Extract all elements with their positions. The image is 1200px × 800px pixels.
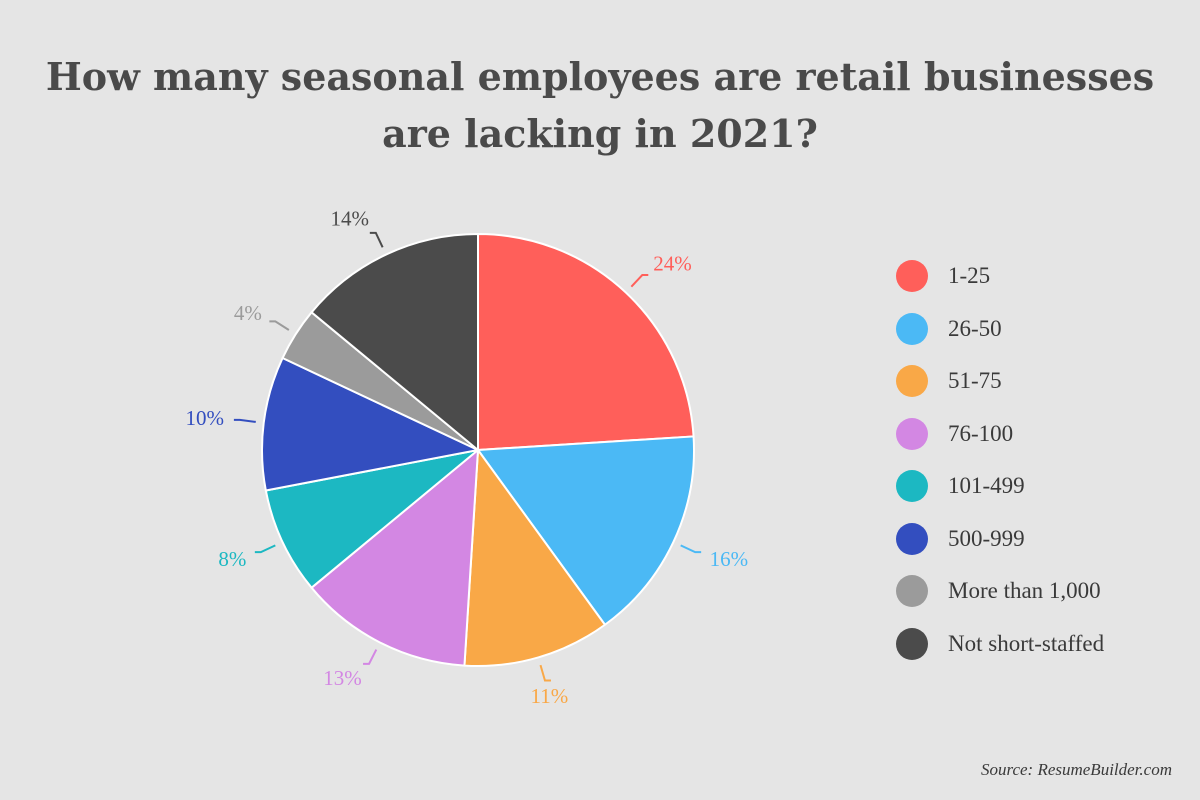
pie-slice-101-499 (264, 449, 479, 589)
data-label-51-75: 11% (531, 684, 569, 708)
data-label-26-50: 16% (710, 547, 749, 571)
legend-swatch-500-999 (896, 522, 928, 555)
data-label-not-short-staffed: 14% (331, 206, 370, 230)
legend-label: 500-999 (948, 525, 1025, 551)
chart-title: How many seasonal employees are retail b… (0, 48, 1200, 162)
legend-label: 76-100 (948, 420, 1014, 446)
chart-title-line-1: How many seasonal employees are retail b… (45, 54, 1155, 99)
pie-slice-51-75 (463, 449, 606, 667)
data-label-more-than-1-000: 4% (234, 301, 262, 325)
legend-item-76-100: 76-100 (896, 408, 1104, 461)
legend: 1-25 26-50 51-75 76-100 101-499 500-999 More t… (896, 250, 1104, 670)
legend-label: 51-75 (948, 368, 1002, 394)
leader-line-not-short-staffed (369, 231, 384, 248)
pie-slice-500-999 (261, 357, 479, 492)
data-label-1-25: 24% (653, 251, 692, 275)
legend-swatch-26-50 (896, 312, 928, 345)
leader-line-26-50 (680, 544, 702, 554)
legend-swatch-76-100 (896, 417, 928, 450)
legend-swatch-more-than-1-000 (896, 575, 928, 608)
legend-label: More than 1,000 (948, 578, 1101, 604)
pie-slice-26-50 (477, 435, 695, 626)
chart-title-line-2: are lacking in 2021? (382, 111, 818, 156)
legend-swatch-101-499 (896, 470, 928, 503)
legend-item-not-short-staffed: Not short-staffed (896, 618, 1104, 671)
data-label-76-100: 13% (323, 666, 362, 690)
legend-item-26-50: 26-50 (896, 303, 1104, 356)
leader-line-1-25 (630, 274, 649, 288)
data-label-101-499: 8% (218, 547, 246, 571)
legend-swatch-51-75 (896, 365, 928, 398)
legend-item-500-999: 500-999 (896, 513, 1104, 566)
legend-swatch-1-25 (896, 260, 928, 293)
legend-item-1-25: 1-25 (896, 250, 1104, 303)
legend-label: 101-499 (948, 473, 1025, 499)
pie-slice-1-25 (477, 233, 695, 451)
legend-swatch-not-short-staffed (896, 627, 928, 660)
legend-label: 26-50 (948, 315, 1002, 341)
legend-label: Not short-staffed (948, 630, 1105, 656)
legend-label: 1-25 (948, 263, 991, 289)
data-label-500-999: 10% (186, 406, 225, 430)
source-credit: Source: ResumeBuilder.com (980, 760, 1172, 779)
leader-line-more-than-1-000 (269, 320, 290, 331)
leader-line-101-499 (254, 544, 276, 554)
pie-slice-not-short-staffed (310, 233, 479, 451)
leader-line-51-75 (539, 664, 551, 682)
pie-slice-76-100 (310, 449, 479, 667)
leader-line-500-999 (233, 418, 256, 423)
legend-item-more-than-1-000: More than 1,000 (896, 565, 1104, 618)
legend-item-101-499: 101-499 (896, 460, 1104, 513)
leader-line-76-100 (363, 649, 378, 665)
legend-item-51-75: 51-75 (896, 355, 1104, 408)
